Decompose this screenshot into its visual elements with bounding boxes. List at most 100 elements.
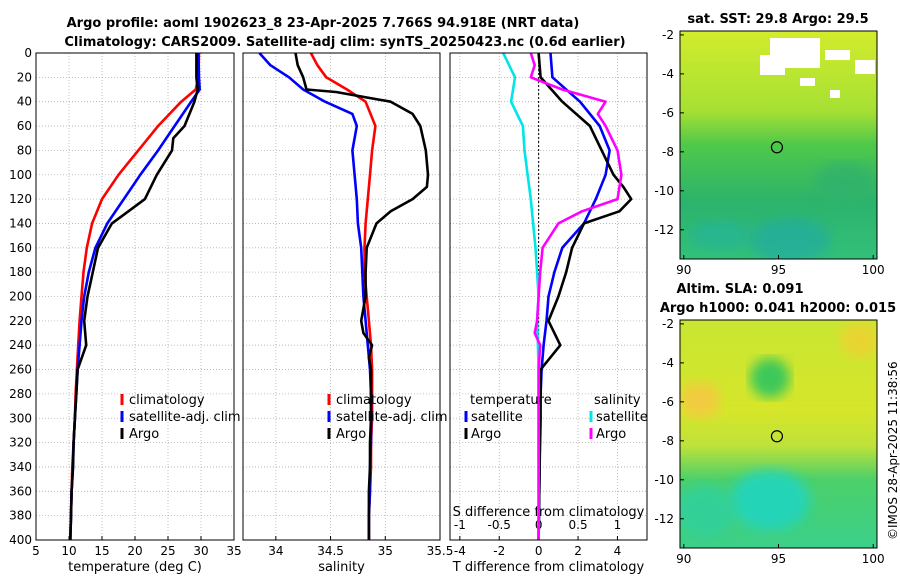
legend-label: climatology (129, 393, 205, 408)
legend-heading: temperature (470, 393, 552, 408)
y-tick-label: 240 (9, 338, 32, 352)
sst-cloud-mask (800, 78, 815, 86)
sla-high-patch (840, 322, 877, 358)
legend-heading: salinity (594, 393, 641, 408)
x-tick-label: -2 (493, 544, 505, 558)
map-x-tick-label: 90 (676, 552, 691, 566)
legend-label: satellite (596, 410, 648, 425)
x-tick-label: 34.5 (317, 544, 344, 558)
map-y-tick-label: -10 (654, 184, 674, 198)
map-y-tick-label: -4 (662, 67, 674, 81)
y-tick-label: 380 (9, 509, 32, 523)
legend-label: Argo (336, 427, 366, 442)
top-axis-label: S difference from climatology (453, 505, 645, 520)
y-tick-label: 260 (9, 363, 32, 377)
map-y-tick-label: -8 (662, 145, 674, 159)
legend-label: satellite (471, 410, 523, 425)
map-y-tick-label: -4 (662, 356, 674, 370)
x-axis-label: temperature (deg C) (68, 560, 202, 575)
y-tick-label: 0 (24, 46, 32, 60)
y-tick-label: 160 (9, 241, 32, 255)
map-x-tick-label: 90 (676, 263, 691, 277)
map-x-tick-label: 95 (771, 552, 786, 566)
legend-label: Argo (129, 427, 159, 442)
legend-label: Argo (596, 427, 626, 442)
argo-location-marker (770, 141, 784, 154)
y-tick-label: 200 (9, 290, 32, 304)
difference-panel: -4 -2 0 2 4-1 -0.5 0 0.5 1S difference from clim… (449, 52, 648, 575)
map-x-tick-label: 100 (862, 263, 885, 277)
sst-cloud-mask (830, 90, 840, 98)
sst-map: sat. SST: 29.8 Argo: 29.5 90 95 100 -2 -4 -6 -… (654, 12, 884, 277)
y-tick-label: 20 (17, 70, 32, 84)
y-tick-label: 320 (9, 436, 32, 450)
y-tick-label: 360 (9, 484, 32, 498)
x-tick-label: 5 (32, 544, 40, 558)
x-tick-label: 35.5 (427, 544, 454, 558)
sst-cool-patch (750, 218, 830, 259)
sla-map-subtitle: Argo h1000: 0.041 h2000: 0.015 (660, 301, 896, 316)
x-tick-label: 4 (614, 544, 622, 558)
y-tick-label: 120 (9, 192, 32, 206)
y-tick-label: 180 (9, 265, 32, 279)
y-tick-label: 400 (9, 533, 32, 547)
x-tick-label: 15 (94, 544, 109, 558)
credit-label: ©IMOS 28-Apr-2025 11:38:56 (886, 361, 900, 540)
top-tick-label: 1 (614, 518, 622, 532)
legend-label: satellite-adj. clim (129, 410, 241, 425)
x-tick-label: 25 (160, 544, 175, 558)
x-tick-label: 30 (193, 544, 208, 558)
map-y-tick-label: -8 (662, 434, 674, 448)
y-tick-label: 80 (17, 143, 32, 157)
sst-cloud-mask (855, 60, 875, 74)
y-tick-label: 280 (9, 387, 32, 401)
map-y-tick-label: -12 (654, 512, 674, 526)
sst-axes: 90 95 100 -2 -4 -6 -8 -10 -12 (654, 28, 884, 277)
title-line-1: Argo profile: aoml 1902623_8 23-Apr-2025… (67, 16, 580, 31)
legend-label: Argo (471, 427, 501, 442)
y-tick-label: 340 (9, 460, 32, 474)
series-line (294, 52, 430, 540)
series-line (529, 52, 623, 540)
x-tick-label: -4 (454, 544, 466, 558)
sla-map: Altim. SLA: 0.091 Argo h1000: 0.041 h200… (654, 282, 896, 566)
sst-cloud-mask (760, 55, 785, 75)
series-line (69, 53, 199, 541)
y-tick-label: 300 (9, 411, 32, 425)
x-tick-label: 34 (268, 544, 283, 558)
top-tick-label: -0.5 (488, 518, 511, 532)
sst-cloud-mask (825, 50, 850, 60)
temperature-panel: 5 10 15 20 25 30 35 0 20 40 60 80 100 120 140 160 180 200… (9, 46, 242, 575)
x-tick-label: 35 (378, 544, 393, 558)
sla-high-patch (680, 382, 720, 418)
sla-axes: 90 95 100 -2 -4 -6 -8 -10 -12 (654, 317, 884, 566)
series-line (537, 52, 633, 541)
panel-frame (35, 52, 235, 541)
y-tick-label: 100 (9, 168, 32, 182)
map-y-tick-label: -10 (654, 473, 674, 487)
title-line-2: Climatology: CARS2009. Satellite-adj cli… (64, 35, 625, 50)
legend-label: climatology (336, 393, 412, 408)
x-axis-label: T difference from climatology (452, 560, 645, 575)
y-tick-label: 220 (9, 314, 32, 328)
top-tick-label: 0.5 (569, 518, 588, 532)
map-y-tick-label: -2 (662, 317, 674, 331)
panel-frame (242, 52, 441, 541)
sla-low-patch (680, 484, 735, 536)
y-tick-label: 40 (17, 95, 32, 109)
y-tick-label: 140 (9, 216, 32, 230)
sla-low-patch (730, 470, 810, 530)
sst-cool-patch (815, 162, 875, 198)
map-y-tick-label: -6 (662, 106, 674, 120)
sst-cool-patch (690, 220, 750, 250)
map-x-tick-label: 95 (771, 263, 786, 277)
legend-label: satellite-adj. clim (336, 410, 448, 425)
x-tick-label: 35 (226, 544, 241, 558)
sst-map-title: sat. SST: 29.8 Argo: 29.5 (687, 12, 868, 27)
map-y-tick-label: -12 (654, 223, 674, 237)
y-tick-label: 60 (17, 119, 32, 133)
x-tick-label: 20 (127, 544, 142, 558)
panel-frame (449, 52, 648, 541)
top-tick-label: -1 (454, 518, 466, 532)
